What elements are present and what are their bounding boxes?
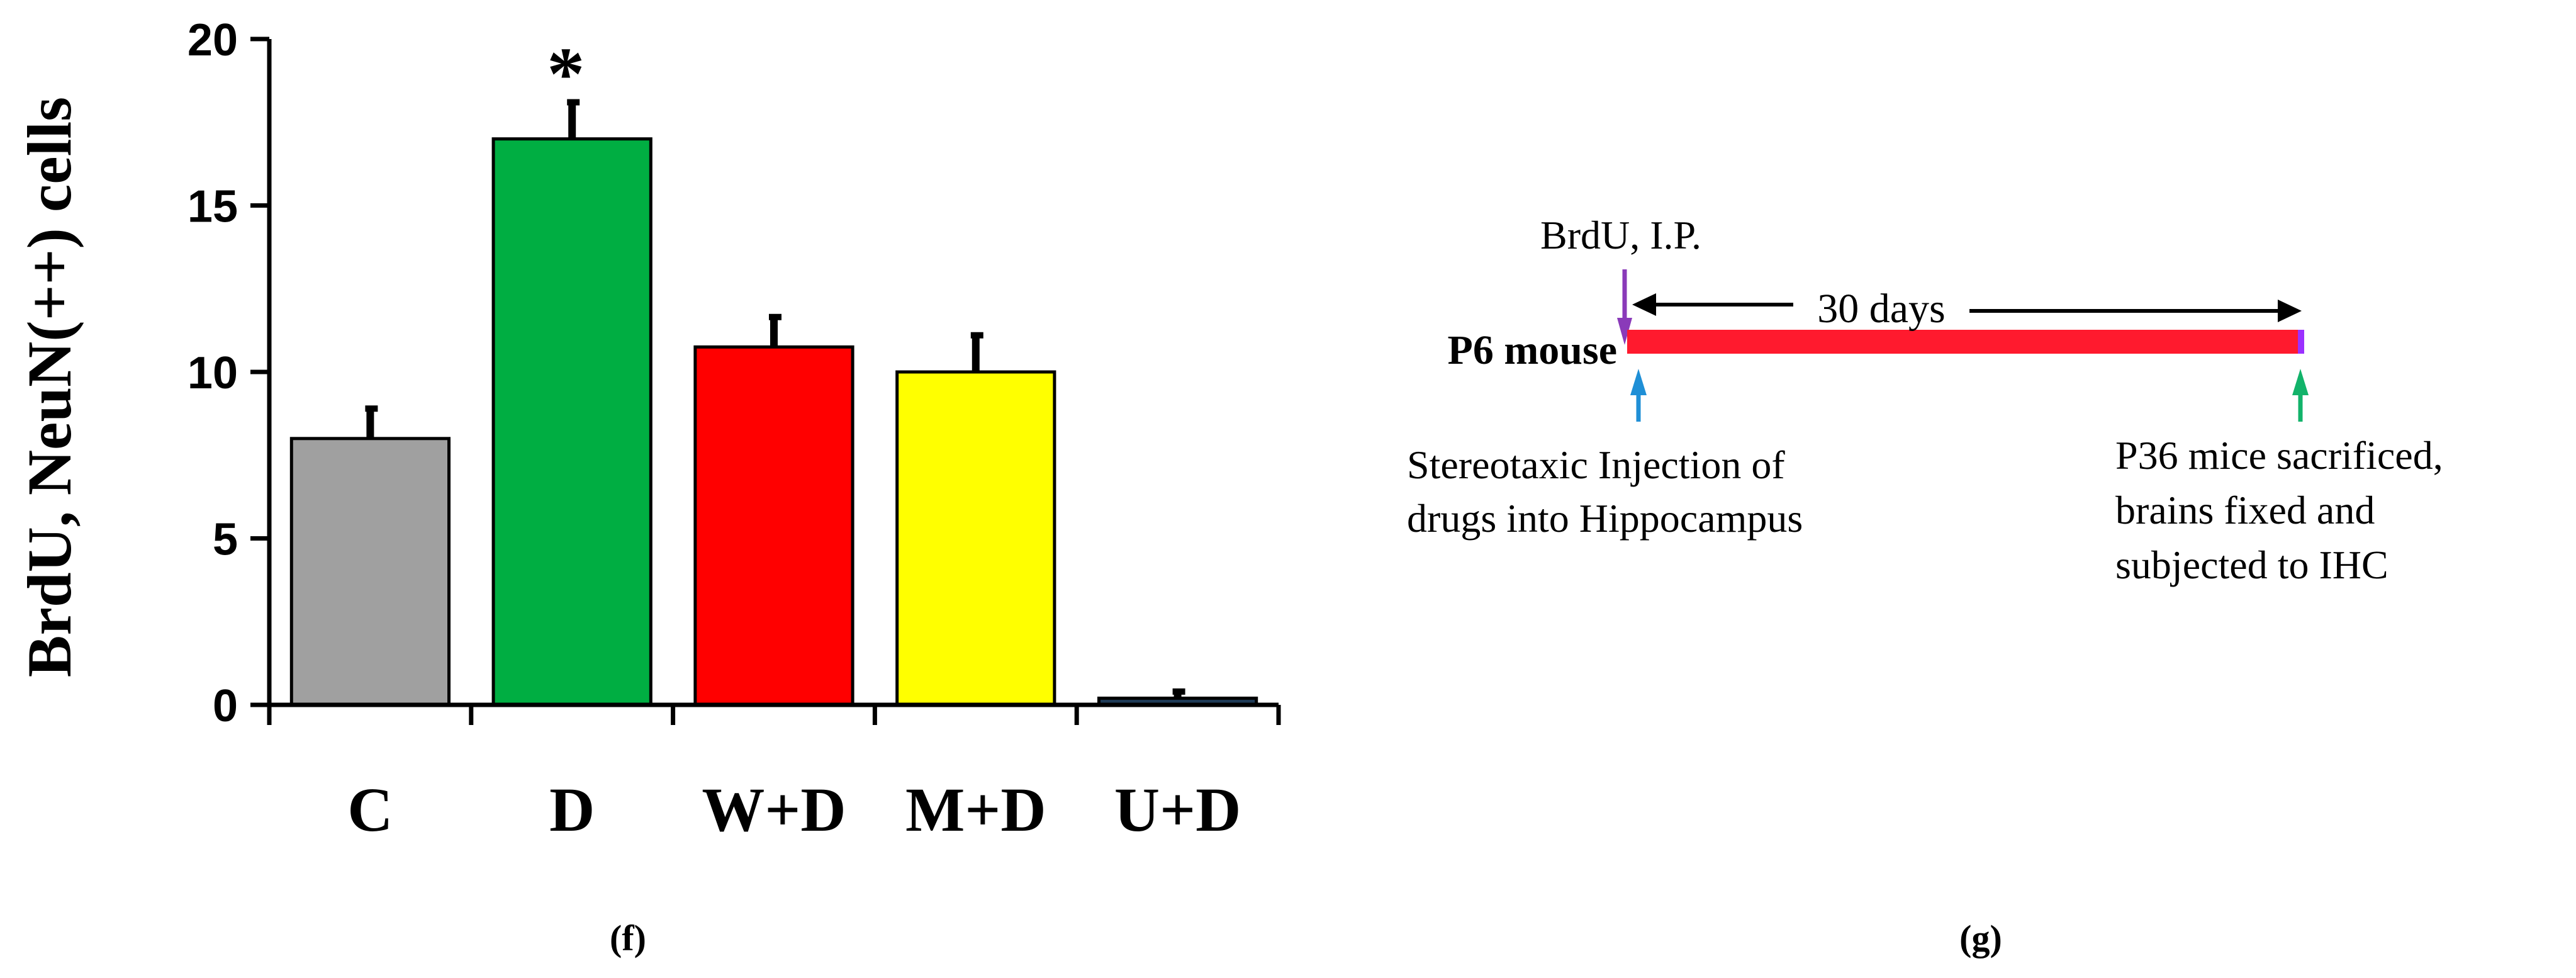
- timeline-bar: [1627, 330, 2303, 354]
- duration-arrow-head-left: [1632, 293, 1656, 316]
- x-tick-label-u-d: U+D: [1114, 775, 1241, 845]
- x-tick-label-m-d: M+D: [905, 775, 1046, 845]
- right-caption-line-3: subjected to IHC: [2115, 542, 2388, 587]
- timeline-top-label: BrdU, I.P.: [1540, 213, 1701, 257]
- chart-axes: [250, 37, 1281, 725]
- bar-series: [289, 137, 1258, 707]
- timeline-diagram: BrdU, I.P. P6 mouse 30 days Stereotaxic …: [1407, 213, 2453, 587]
- left-caption-line-2: drugs into Hippocampus: [1407, 496, 1803, 541]
- x-tick-label-d: D: [549, 775, 595, 845]
- bar-d: [491, 137, 652, 707]
- bar-m-d: [895, 370, 1056, 707]
- panel-label-f: (f): [610, 918, 646, 958]
- timeline-bar-end: [2298, 330, 2304, 354]
- x-tick-labels: C D W+D M+D U+D: [347, 775, 1241, 845]
- left-caption: Stereotaxic Injection of drugs into Hipp…: [1407, 442, 1803, 541]
- x-tick-label-w-d: W+D: [702, 775, 846, 845]
- duration-label: 30 days: [1817, 286, 1945, 332]
- sacrifice-arrow-head: [2292, 369, 2309, 395]
- y-tick-label-20: 20: [188, 15, 238, 65]
- error-bars: [365, 99, 1185, 699]
- y-tick-label-15: 15: [188, 182, 238, 232]
- bar-c: [289, 437, 451, 707]
- x-tick-label-c: C: [347, 775, 393, 845]
- y-tick-label-10: 10: [188, 348, 238, 398]
- right-caption-line-2: brains fixed and: [2115, 488, 2375, 532]
- y-tick-labels: 0 5 10 15 20: [188, 15, 238, 731]
- significance-annotations: *: [547, 32, 585, 116]
- panel-label-g: (g): [1959, 918, 2002, 958]
- brdu-arrow-head: [1617, 318, 1632, 345]
- left-caption-line-1: Stereotaxic Injection of: [1407, 442, 1785, 487]
- y-axis-label: BrdU, NeuN(++) cells: [14, 97, 84, 677]
- y-tick-label-0: 0: [213, 681, 238, 731]
- significance-mark-0: *: [547, 32, 585, 116]
- bar-w-d: [693, 345, 854, 707]
- right-caption: P36 mice sacrificed, brains fixed and su…: [2115, 433, 2453, 587]
- timeline-start-label: P6 mouse: [1448, 327, 1617, 373]
- right-caption-line-1: P36 mice sacrificed,: [2115, 433, 2443, 478]
- duration-arrow-head-right: [2278, 300, 2302, 322]
- y-tick-label-5: 5: [213, 515, 238, 565]
- bar-chart: * 0 5 10 15 20 C D W+D M+D U+D BrdU, NeuN(++) ce…: [14, 15, 1281, 845]
- injection-arrow-head: [1630, 369, 1647, 395]
